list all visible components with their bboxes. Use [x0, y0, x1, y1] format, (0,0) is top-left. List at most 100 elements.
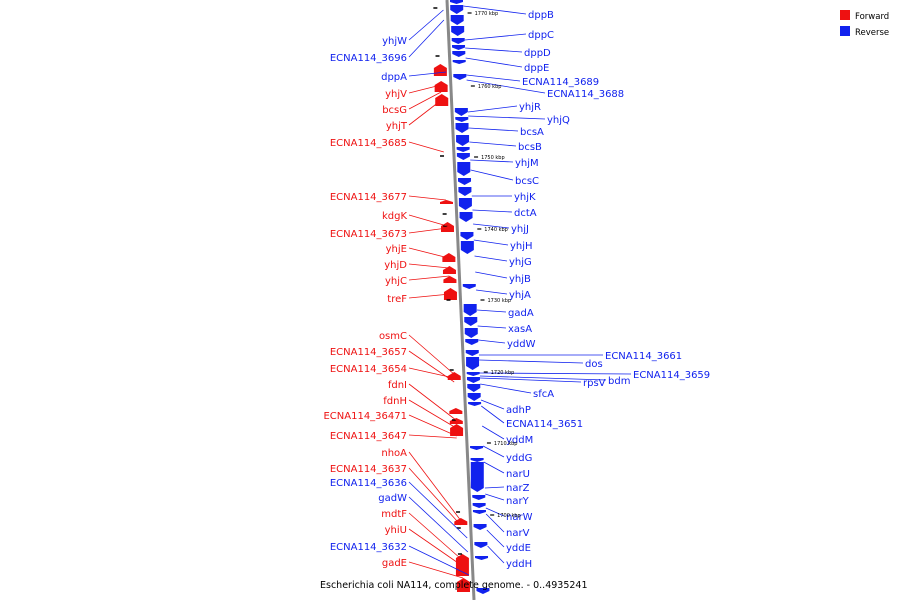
leader-line [480, 383, 532, 394]
reverse-gene [464, 317, 478, 326]
leader-line [408, 214, 448, 227]
leader-line [475, 289, 508, 295]
leader-line [474, 255, 508, 262]
reverse-gene [470, 462, 484, 492]
leader-line [481, 405, 505, 424]
reverse-gene [453, 74, 467, 80]
gene-label-right: yhjG [509, 257, 532, 268]
leader-line [465, 47, 523, 53]
gene-label-right: ECNA114_3659 [633, 370, 710, 381]
leader-line [408, 263, 450, 269]
gene-label-right: sfcA [533, 389, 554, 400]
leader-line [463, 5, 527, 15]
gene-label-left: fdnH [383, 396, 407, 407]
reverse-gene [451, 38, 465, 44]
leader-line [408, 399, 457, 429]
forward-gene [447, 372, 461, 380]
leader-line [408, 334, 455, 375]
forward-gene [440, 200, 453, 204]
leader-line [467, 105, 518, 113]
gene-label-right: narY [506, 496, 530, 507]
leader-line [473, 223, 510, 229]
tick-label: 1700 kbp [497, 513, 521, 519]
leader-line [482, 445, 505, 458]
leader-line [408, 481, 468, 539]
leader-line [408, 451, 461, 521]
leader-line [477, 325, 507, 329]
reverse-gene [465, 350, 479, 356]
gene-label-left: ECNA114_3636 [330, 478, 407, 489]
forward-gene [435, 94, 449, 106]
reverse-gene [467, 384, 481, 392]
reverse-gene [456, 147, 470, 152]
forward-gene [455, 554, 469, 576]
gene-label-left: yhjD [384, 260, 407, 271]
gene-label-right: bdm [608, 376, 630, 387]
leader-line [408, 383, 457, 421]
reverse-gene [452, 45, 466, 50]
leader-line [408, 141, 444, 153]
gene-label-right: rpsV [583, 378, 606, 389]
genome-caption: Escherichia coli NA114, complete genome.… [320, 580, 588, 591]
reverse-gene [470, 446, 484, 450]
gene-label-right: yhjJ [511, 224, 529, 235]
reverse-gene [467, 393, 481, 401]
leader-line [408, 275, 450, 281]
leader-line [469, 141, 517, 147]
gene-label-right: yhjM [515, 158, 539, 169]
gene-label-left: nhoA [381, 448, 407, 459]
reverse-gene [464, 328, 478, 338]
gene-label-left: bcsG [382, 105, 407, 116]
reverse-gene [450, 5, 464, 14]
leader-line [475, 271, 508, 279]
leader-line [464, 33, 527, 41]
leader-line [408, 71, 447, 77]
forward-gene [449, 408, 463, 414]
leader-line [479, 375, 607, 381]
gene-label-right: yddM [506, 435, 533, 446]
gene-label-left: osmC [379, 331, 407, 342]
gene-label-right: yhjH [510, 241, 533, 252]
leader-line [485, 507, 505, 517]
leader-line [472, 209, 513, 213]
leader-line [408, 91, 442, 110]
reverse-gene [451, 26, 465, 36]
leader-line [408, 496, 469, 553]
leader-line [408, 528, 463, 567]
leader-line [408, 512, 463, 561]
reverse-gene [450, 15, 464, 25]
gene-label-left: ECNA114_3685 [330, 138, 407, 149]
gene-label-right: ECNA114_3688 [547, 89, 624, 100]
tick-label: 1760 kbp [478, 84, 502, 90]
leader-line [481, 425, 505, 440]
legend-reverse-swatch [840, 26, 850, 36]
gene-label-right: bcsB [518, 142, 542, 153]
reverse-gene [459, 212, 473, 222]
legend-reverse-label: Reverse [855, 28, 889, 38]
gene-label-right: narW [506, 512, 533, 523]
reverse-gene [472, 495, 486, 500]
gene-label-left: ECNA114_3654 [330, 364, 407, 375]
reverse-gene [460, 241, 474, 254]
leader-line [483, 461, 505, 474]
leader-line [408, 367, 455, 379]
reverse-gene [466, 372, 480, 376]
gene-labels: yhjW ECNA114_3696 dppA yhjV bcsG yhjT ECNA114_… [323, 10, 710, 570]
reverse-gene [473, 524, 487, 530]
gene-label-left: gadE [382, 558, 407, 569]
leader-line [487, 545, 505, 564]
leader-line [476, 309, 507, 313]
leader-line [408, 545, 470, 576]
reverse-gene [465, 339, 479, 345]
gene-label-right: ECNA114_3661 [605, 351, 682, 362]
reverse-gene [466, 377, 480, 383]
gene-label-right: narU [506, 469, 530, 480]
leader-line [480, 399, 505, 410]
leader-line [468, 127, 519, 132]
gene-label-right: yhjA [509, 290, 531, 301]
gene-label-left: fdnI [388, 380, 407, 391]
gene-label-left: ECNA114_3696 [330, 53, 407, 64]
forward-gene [450, 424, 464, 436]
gene-label-right: dppB [528, 10, 554, 21]
